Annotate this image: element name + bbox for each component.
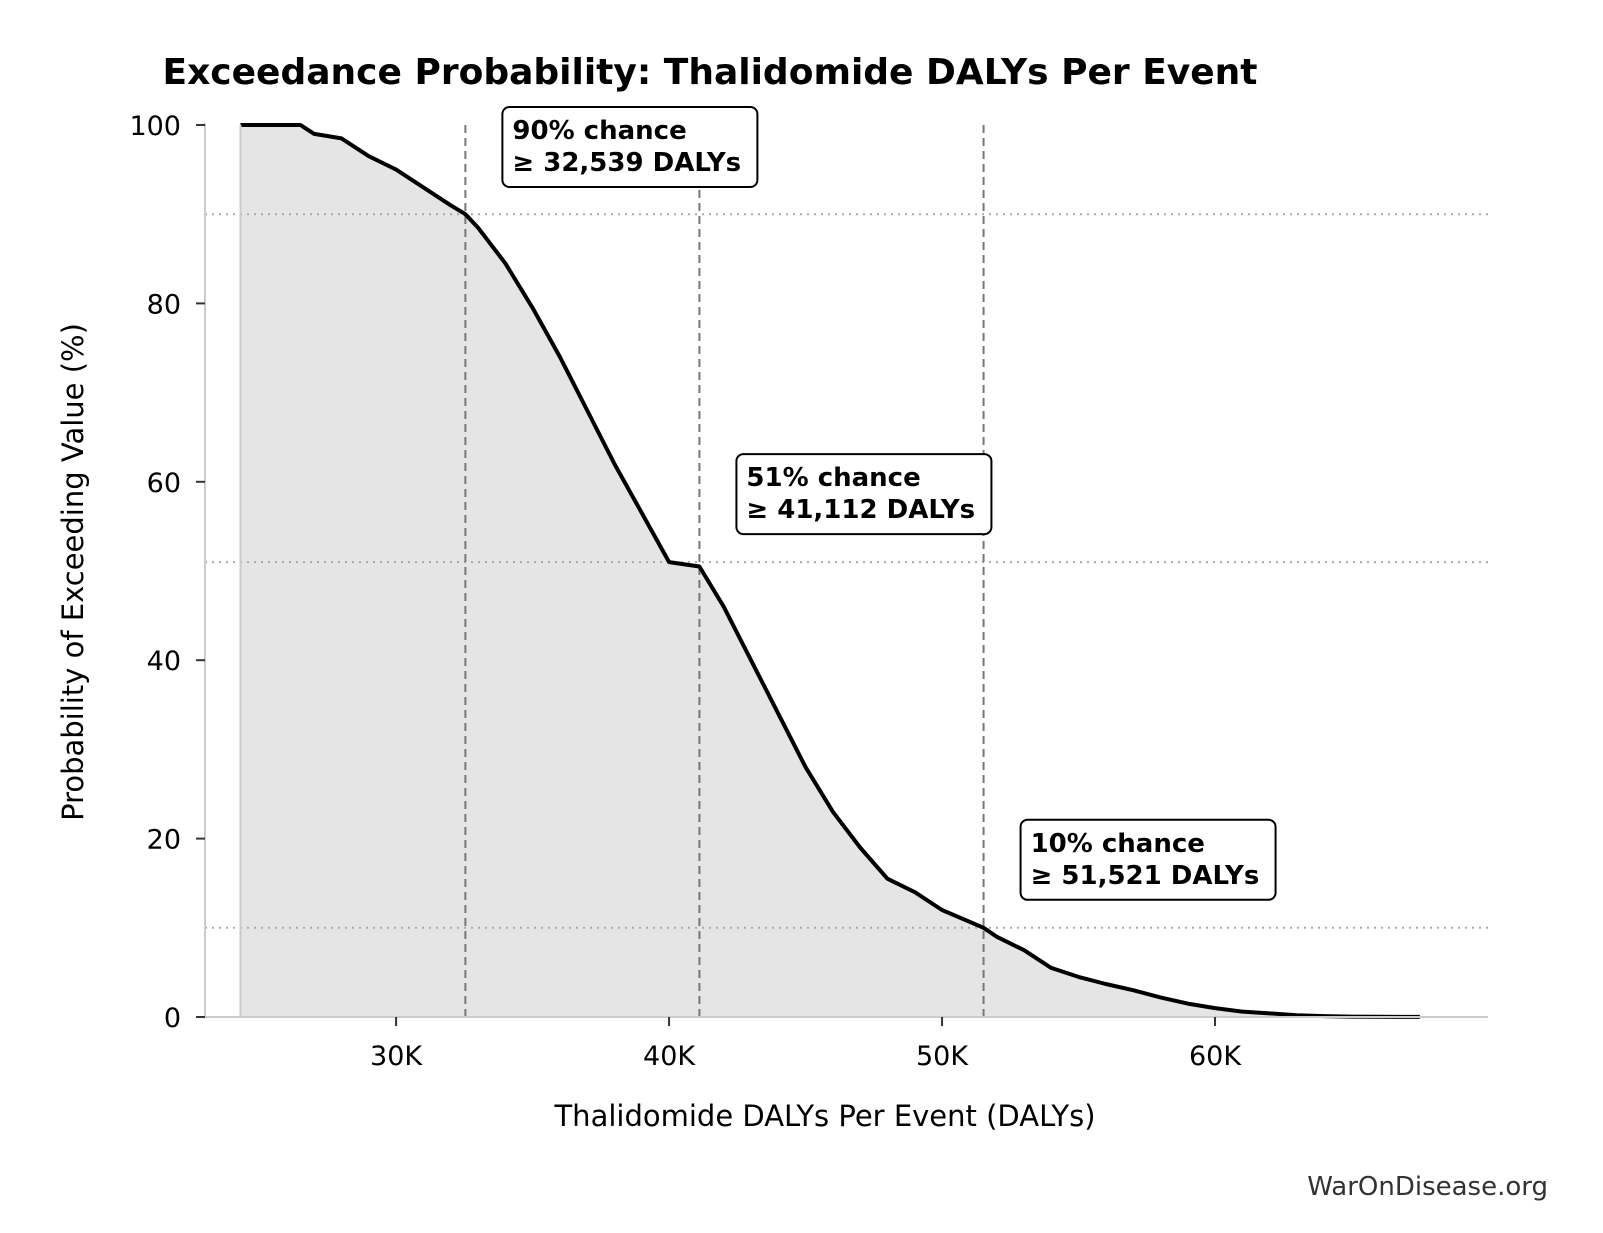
annotation-2: 10% chance≥ 51,521 DALYs: [1019, 818, 1277, 901]
annotation-0: 90% chance≥ 32,539 DALYs: [501, 106, 759, 188]
x-tick-label-1: 40K: [643, 1041, 696, 1072]
x-axis-label: Thalidomide DALYs Per Event (DALYs): [553, 1099, 1095, 1133]
exceedance-curve-line: [240, 123, 1420, 1019]
x-axis-ticks: 30K 40K 50K 60K: [370, 1017, 1242, 1072]
exceedance-area: [240, 125, 1420, 1017]
annotation-box-2: [1019, 818, 1277, 901]
y-tick-label-4: 80: [147, 289, 181, 320]
x-tick-label-3: 60K: [1189, 1041, 1242, 1072]
y-tick-label-3: 60: [147, 468, 181, 499]
annotations: 90% chance≥ 32,539 DALYs 51% chance≥ 41,1…: [501, 106, 1277, 901]
y-axis-ticks: 0 20 40 60 80 100: [129, 111, 205, 1034]
y-tick-label-0: 0: [164, 1003, 181, 1034]
chart-title: Exceedance Probability: Thalidomide DALY…: [162, 52, 1257, 93]
x-tick-label-0: 30K: [370, 1041, 423, 1072]
x-tick-label-2: 50K: [916, 1041, 969, 1072]
annotation-line2-0: ≥ 32,539 DALYs: [512, 148, 741, 178]
annotation-line1-1: 51% chance: [746, 463, 920, 493]
annotation-line2-2: ≥ 51,521 DALYs: [1031, 861, 1260, 891]
plot-area: [205, 123, 1488, 1019]
y-tick-label-5: 100: [129, 111, 181, 142]
y-tick-label-2: 40: [147, 646, 181, 677]
annotation-line1-0: 90% chance: [512, 116, 686, 146]
annotation-line2-1: ≥ 41,112 DALYs: [746, 495, 975, 525]
annotation-box-0: [501, 106, 759, 188]
annotation-1: 51% chance≥ 41,112 DALYs: [735, 453, 993, 536]
annotation-box-1: [735, 453, 993, 536]
watermark: WarOnDisease.org: [1307, 1172, 1548, 1202]
value-reference-lines: [464, 125, 985, 1017]
y-tick-label-1: 20: [147, 825, 181, 856]
annotation-line1-2: 10% chance: [1031, 829, 1205, 859]
y-axis-label: Probability of Exceeding Value (%): [56, 323, 90, 821]
